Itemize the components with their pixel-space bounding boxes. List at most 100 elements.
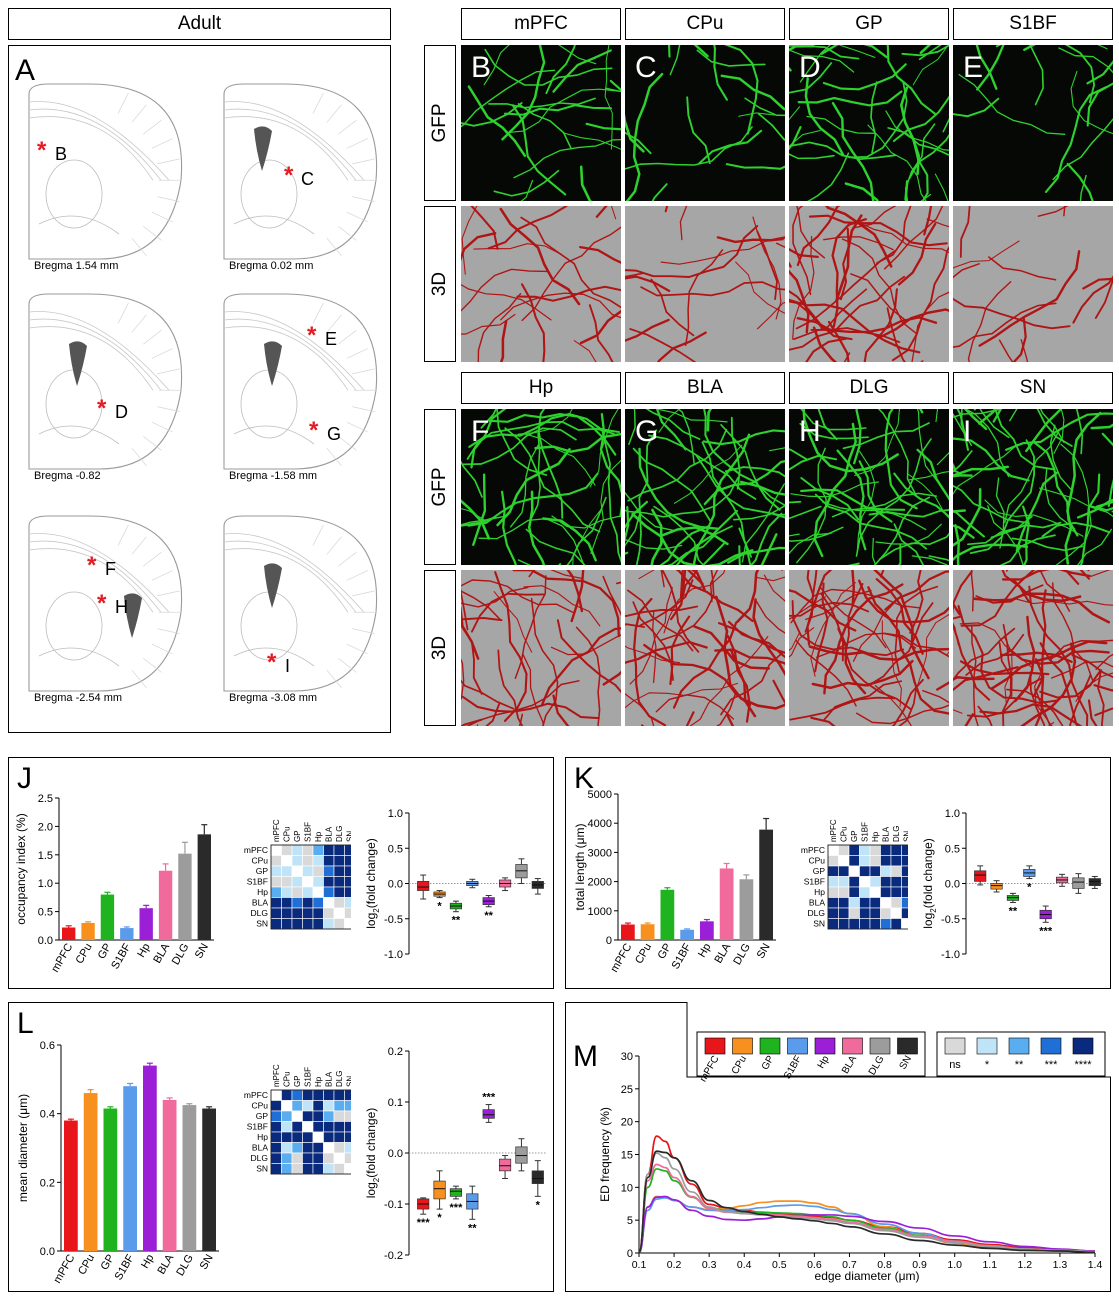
heatmap-cell bbox=[270, 1121, 282, 1133]
axon-fiber bbox=[1064, 570, 1080, 585]
axon-fiber bbox=[1056, 443, 1092, 565]
region-marker-asterisk: * bbox=[307, 322, 317, 349]
fiber-render bbox=[953, 206, 1113, 362]
legend-label: ** bbox=[1015, 1059, 1024, 1071]
row-header-3d: 3D bbox=[424, 206, 456, 362]
region-marker-letter: G bbox=[327, 424, 341, 444]
region-marker-letter: F bbox=[105, 559, 116, 579]
axon-fiber bbox=[775, 242, 785, 248]
render-3d-image bbox=[625, 570, 785, 726]
cortex-layer bbox=[223, 548, 349, 613]
heatmap-cell bbox=[291, 1121, 303, 1133]
axon-fiber bbox=[727, 546, 785, 564]
heatmap-col-label: SN bbox=[346, 831, 352, 842]
y-tick-label: 10 bbox=[621, 1182, 633, 1194]
y-axis-label: occupancy index (%) bbox=[14, 813, 28, 924]
axon-fiber bbox=[953, 240, 1020, 269]
axon-fiber bbox=[998, 642, 1012, 726]
heatmap-cell bbox=[270, 855, 282, 867]
significance-stars: *** bbox=[450, 1202, 464, 1214]
significance-stars: ** bbox=[484, 910, 493, 922]
box-mpfc bbox=[974, 870, 987, 882]
cortex-layer bbox=[28, 311, 170, 391]
y-tick-label: 0.5 bbox=[945, 843, 960, 855]
axon-fiber bbox=[755, 576, 785, 582]
bar-gp bbox=[100, 894, 115, 940]
legend-swatch bbox=[897, 1037, 918, 1055]
total-length-bar-chart: 0 1000 2000 3000 4000 5000 total length (μm) mP… bbox=[573, 789, 776, 974]
heatmap-cell bbox=[333, 1121, 345, 1133]
axon-fiber bbox=[461, 283, 552, 321]
region-label: BLA bbox=[687, 377, 723, 398]
cortex-segment bbox=[117, 524, 129, 546]
heatmap-col-label: SN bbox=[346, 1076, 352, 1087]
heatmap-row-label: Hp bbox=[814, 887, 825, 897]
axon-fiber bbox=[978, 409, 997, 425]
region-label: mPFC bbox=[514, 13, 568, 34]
heatmap-cell bbox=[281, 907, 293, 919]
axon-fiber bbox=[768, 447, 785, 452]
x-tick-label: GP bbox=[96, 942, 114, 962]
axon-fiber bbox=[1090, 570, 1111, 577]
heatmap-cell bbox=[270, 865, 282, 877]
axon-fiber bbox=[724, 466, 785, 478]
cortex-segment bbox=[131, 104, 147, 123]
cortex-segment bbox=[117, 302, 129, 324]
axon-fiber bbox=[918, 45, 942, 61]
heatmap-cell bbox=[838, 907, 850, 919]
x-tick-label: mPFC bbox=[51, 1252, 77, 1285]
bar-gp bbox=[103, 1108, 118, 1251]
cortex-segment bbox=[346, 348, 368, 359]
axon-fiber bbox=[675, 509, 738, 565]
heatmap-cell bbox=[270, 907, 282, 919]
axon-fiber bbox=[912, 140, 929, 201]
axon-fiber bbox=[472, 473, 487, 546]
axon-fiber bbox=[886, 45, 937, 116]
heatmap-cell bbox=[270, 1163, 282, 1175]
axon-fiber bbox=[804, 77, 845, 157]
fiber-render bbox=[625, 570, 785, 726]
heatmap-cell bbox=[281, 1100, 293, 1112]
axon-fiber bbox=[887, 127, 949, 156]
brain-outline bbox=[223, 515, 378, 692]
subcortical-structure bbox=[38, 647, 120, 667]
heatmap-cell bbox=[302, 1163, 314, 1175]
axon-fiber bbox=[789, 261, 792, 268]
axon-fiber bbox=[997, 598, 1113, 606]
axon-fiber bbox=[885, 110, 949, 151]
heatmap-cell bbox=[312, 865, 324, 877]
heatmap-row-label: BLA bbox=[809, 898, 825, 908]
region-marker-asterisk: * bbox=[97, 395, 107, 422]
gfp-micrograph: F bbox=[461, 409, 621, 565]
axon-fiber bbox=[789, 247, 819, 259]
heatmap-col-label: mPFC bbox=[829, 819, 838, 842]
axon-fiber bbox=[579, 309, 621, 345]
axon-fiber bbox=[812, 326, 838, 362]
axon-fiber bbox=[867, 602, 934, 687]
axon-fiber bbox=[679, 570, 684, 600]
axon-fiber bbox=[954, 524, 960, 565]
x-tick-label: mPFC bbox=[49, 941, 75, 974]
axon-fiber bbox=[839, 227, 850, 301]
x-tick-label: Hp bbox=[139, 1253, 156, 1271]
heatmap-cell bbox=[827, 918, 839, 930]
heatmap-col-label: S1BF bbox=[304, 822, 313, 842]
cortex-segment bbox=[338, 329, 357, 345]
y-axis-label: log2(fold change) bbox=[364, 838, 381, 929]
axon-fiber bbox=[650, 278, 695, 337]
y-axis-label: log2(fold change) bbox=[364, 1108, 381, 1199]
cortex-segment bbox=[346, 211, 368, 223]
axon-fiber bbox=[881, 620, 902, 707]
panel-j: J 0.0 0.5 1.0 1.5 2.0 2.5 occupancy index (%) m… bbox=[8, 757, 554, 989]
render-3d-image bbox=[953, 570, 1113, 726]
axon-fiber bbox=[873, 570, 930, 680]
cortex-layer bbox=[28, 548, 154, 613]
row-label: 3D bbox=[429, 271, 450, 297]
heatmap-cell bbox=[302, 1152, 314, 1164]
cortex-segment bbox=[338, 119, 357, 135]
panel-letter: G bbox=[635, 415, 659, 448]
axon-fiber bbox=[1079, 174, 1087, 201]
heatmap-cell bbox=[323, 886, 335, 898]
box-bla bbox=[498, 1158, 512, 1172]
axon-fiber bbox=[992, 409, 1003, 423]
